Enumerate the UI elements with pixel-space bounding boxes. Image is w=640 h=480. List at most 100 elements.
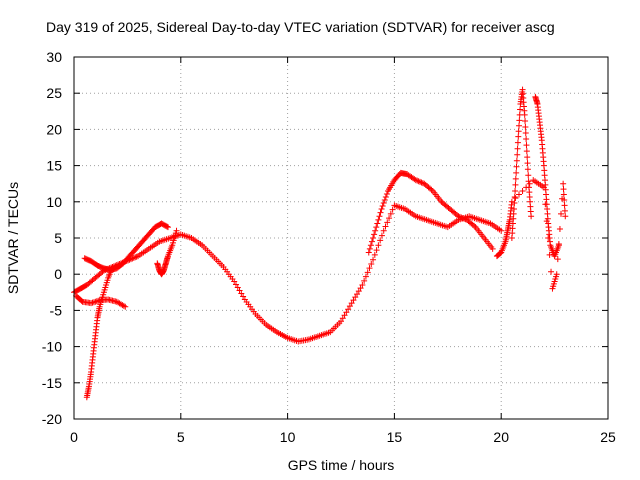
data-point [373, 247, 380, 254]
data-point [521, 111, 528, 118]
data-point [366, 265, 373, 272]
data-point [561, 196, 568, 203]
data-point [562, 213, 569, 220]
data-point [513, 163, 520, 170]
data-point [496, 250, 503, 257]
x-tick-label: 20 [493, 429, 509, 445]
data-point [522, 130, 529, 137]
data-point [350, 297, 357, 304]
data-point [234, 284, 241, 291]
data-point [517, 106, 524, 113]
data-point [370, 256, 377, 263]
data-point [163, 223, 170, 230]
data-point [511, 193, 518, 200]
data-point [489, 245, 496, 252]
data-point [516, 122, 522, 129]
data-point [379, 203, 386, 210]
y-tick-label: 15 [46, 158, 62, 174]
data-point [515, 133, 522, 140]
data-point [238, 290, 245, 297]
data-point [384, 219, 391, 226]
series-dip-near-4 [154, 227, 180, 278]
data-point [516, 117, 523, 124]
data-point [365, 249, 372, 256]
data-point [546, 251, 553, 258]
y-tick-label: -15 [42, 375, 62, 391]
data-point [513, 169, 520, 176]
data-point [458, 214, 465, 221]
y-tick-label: 10 [46, 194, 62, 210]
data-point [348, 300, 355, 307]
data-point [236, 287, 243, 294]
data-point [339, 315, 346, 322]
data-point [368, 238, 375, 245]
data-point [498, 227, 505, 234]
data-points [71, 86, 569, 401]
data-point [528, 213, 535, 220]
data-point [471, 222, 478, 229]
data-point [512, 175, 519, 182]
data-point [380, 227, 387, 234]
data-point [378, 232, 385, 239]
series-early-lower [73, 292, 129, 310]
data-point [341, 312, 348, 319]
data-point [555, 241, 562, 248]
data-point [389, 206, 396, 213]
x-tick-labels: 0 5 10 15 20 25 [70, 429, 616, 445]
data-point [540, 184, 547, 191]
data-point [554, 256, 561, 263]
y-tick-label: 20 [46, 121, 62, 137]
data-point [456, 213, 463, 220]
x-tick-label: 0 [70, 429, 78, 445]
data-point [459, 215, 466, 222]
y-tick-label: 5 [54, 230, 62, 246]
data-point [376, 213, 383, 220]
data-point [364, 269, 371, 276]
data-point [375, 216, 382, 223]
series-early-upper [81, 220, 171, 273]
data-point [373, 224, 380, 231]
data-point [455, 213, 462, 220]
x-tick-label: 15 [387, 429, 403, 445]
data-point [122, 303, 129, 310]
series-early-drop [83, 263, 116, 401]
data-point [556, 225, 563, 232]
series-upper-arc [365, 169, 496, 256]
data-point [132, 254, 139, 261]
data-point [354, 291, 361, 298]
data-point [346, 303, 353, 310]
data-point [543, 218, 550, 225]
data-point [371, 251, 378, 258]
data-point [526, 180, 533, 187]
plot-frame [73, 56, 609, 420]
grid [74, 57, 608, 419]
data-point [374, 220, 381, 227]
data-point [120, 302, 127, 309]
data-point [386, 215, 393, 222]
data-point [548, 268, 555, 275]
series-late-scatter [493, 177, 569, 292]
x-tick-label: 25 [600, 429, 616, 445]
data-point [418, 179, 425, 186]
data-point [516, 191, 522, 198]
data-point [560, 180, 567, 187]
data-point [511, 206, 518, 213]
y-tick-label: -5 [50, 302, 63, 318]
data-point [523, 148, 530, 155]
data-point [366, 245, 373, 252]
data-point [375, 242, 382, 249]
data-point [372, 227, 379, 234]
data-point [512, 181, 519, 188]
data-point [560, 191, 567, 198]
data-point [514, 139, 521, 146]
data-point [561, 202, 568, 209]
y-tick-label: 0 [54, 266, 62, 282]
data-point [412, 177, 419, 184]
data-point [522, 117, 529, 124]
data-point [523, 136, 530, 143]
data-point [343, 309, 350, 316]
y-tick-label: 25 [46, 85, 62, 101]
data-point [380, 200, 387, 207]
data-point [524, 160, 531, 167]
series-late-spike [508, 86, 535, 241]
